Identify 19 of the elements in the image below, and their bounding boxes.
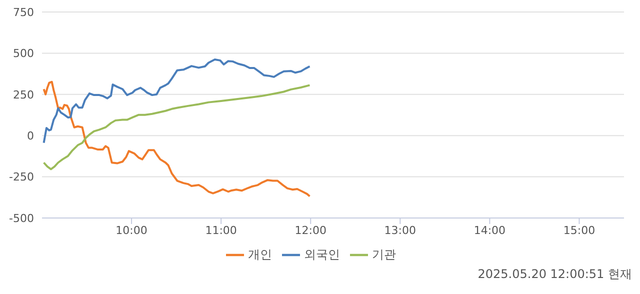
x-tick-label: 10:00 — [116, 224, 148, 237]
x-tick-label: 14:00 — [474, 224, 506, 237]
y-tick-label: -500 — [9, 212, 34, 225]
legend-label: 개인 — [248, 247, 272, 262]
y-tick-label: 750 — [13, 6, 34, 19]
y-tick-label: 500 — [13, 47, 34, 60]
y-tick-label: -250 — [9, 170, 34, 184]
y-tick-label: 250 — [13, 88, 34, 102]
x-tick-label: 11:00 — [205, 224, 237, 237]
y-tick-label: 0 — [27, 130, 34, 143]
x-tick-label: 13:00 — [384, 224, 416, 237]
line-series — [42, 58, 311, 144]
text: 2025.05.20 12:00:51 현재 — [476, 266, 632, 283]
x-tick-label: 12:00 — [294, 224, 326, 237]
legend-label: 외국인 — [304, 247, 340, 262]
x-tick-label: 15:00 — [563, 224, 596, 237]
line-series — [42, 84, 311, 170]
line-series — [42, 80, 311, 198]
legend-label: 기관 — [372, 247, 396, 262]
